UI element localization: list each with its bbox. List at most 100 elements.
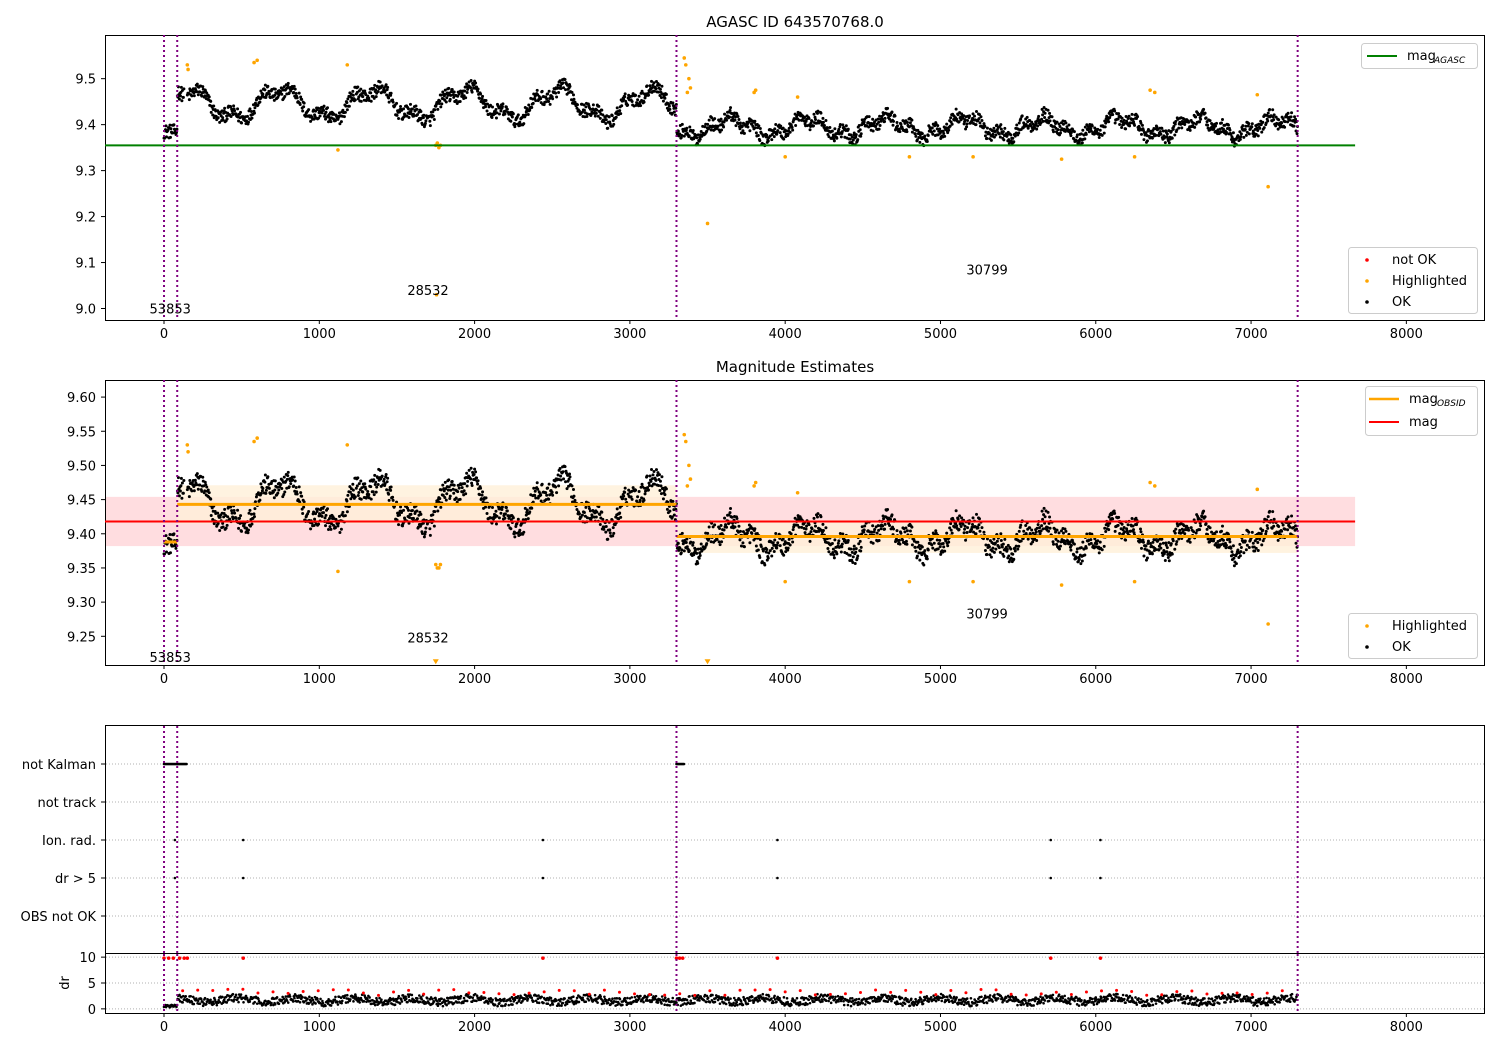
ok-point [939, 553, 942, 556]
ok-point [992, 127, 995, 130]
ok-point [551, 494, 554, 497]
ok-point [646, 475, 649, 478]
ok-point [966, 526, 969, 529]
ok-point [346, 494, 349, 497]
ok-point [1139, 530, 1142, 533]
ok-point [1253, 550, 1256, 553]
ok-point [993, 551, 996, 554]
ok-point [849, 554, 852, 557]
ok-point [1113, 109, 1116, 112]
ok-point [1260, 131, 1263, 134]
ok-point [725, 119, 728, 122]
ok-point [854, 551, 857, 554]
ok-point [649, 474, 652, 477]
highlighted-point [783, 155, 787, 159]
ok-point [433, 118, 436, 121]
flag-point [1049, 877, 1052, 880]
ok-point [319, 115, 322, 118]
ok-point [491, 506, 494, 509]
ok-point [985, 553, 988, 556]
ok-point [737, 118, 740, 121]
ok-point [449, 495, 452, 498]
ok-point [341, 511, 344, 514]
ok-point [618, 511, 621, 514]
ok-point [853, 545, 856, 548]
ok-point [464, 96, 467, 99]
ok-point [1261, 529, 1264, 532]
ok-point [1041, 518, 1044, 521]
ok-point [578, 512, 581, 515]
ok-point [898, 130, 901, 133]
ok-point [584, 105, 587, 108]
flag-row-label: dr > 5 [55, 872, 96, 887]
ok-point [498, 516, 501, 519]
ok-point [666, 508, 669, 511]
highlighted-point [1266, 622, 1270, 626]
ok-point [1151, 552, 1154, 555]
ok-point [746, 126, 749, 129]
ok-point [955, 524, 958, 527]
ok-point [423, 535, 426, 538]
ok-point [266, 85, 269, 88]
ok-point [303, 102, 306, 105]
highlighted-point [186, 68, 190, 72]
ok-point [605, 525, 608, 528]
ok-point [1248, 546, 1251, 549]
dr-point [181, 1001, 184, 1004]
ok-point [424, 527, 427, 530]
x-tick-label: 0 [160, 327, 168, 342]
ok-point [975, 513, 978, 516]
ok-point [876, 532, 879, 535]
dr-point [237, 1001, 240, 1004]
dr-point [235, 994, 238, 997]
ok-point [910, 526, 913, 529]
ok-point [636, 495, 639, 498]
ok-point [945, 123, 948, 126]
ok-point [296, 492, 299, 495]
ok-point [338, 531, 341, 534]
ok-point [1222, 539, 1225, 542]
ok-point [1080, 546, 1083, 549]
ok-point [1267, 112, 1270, 115]
highlighted-point [754, 481, 758, 485]
ok-point [899, 532, 902, 535]
ok-point [348, 105, 351, 108]
ok-point [409, 513, 412, 516]
ok-point [769, 549, 772, 552]
legend-sub-obsid: OBSID [1437, 399, 1466, 409]
y-tick-label: 9.3 [75, 165, 96, 180]
dr-point [232, 993, 235, 996]
ok-point [680, 551, 683, 554]
flag-point [1049, 839, 1052, 842]
ok-point [1266, 119, 1269, 122]
ok-point [226, 117, 229, 120]
ok-point [1101, 134, 1104, 137]
ok-point [1057, 531, 1060, 534]
ok-point [512, 112, 515, 115]
ok-point [541, 90, 544, 93]
magnitude-panel-title: Magnitude Estimates [716, 358, 874, 376]
ok-point [845, 124, 848, 127]
ok-point [1048, 515, 1051, 518]
ok-point [695, 136, 698, 139]
ok-point [972, 516, 975, 519]
ok-point [984, 134, 987, 137]
x-tick-label: 5000 [924, 672, 957, 687]
obsid-label: 28532 [407, 632, 448, 647]
legend-marker-highlighted-2 [1365, 624, 1369, 628]
y-tick-label: 9.4 [75, 119, 96, 134]
ok-point [909, 530, 912, 533]
ok-point [1235, 562, 1238, 565]
ok-point [182, 87, 185, 90]
ok-point [532, 102, 535, 105]
ok-point [548, 483, 551, 486]
ok-point [729, 511, 732, 514]
ok-point [1064, 542, 1067, 545]
ok-point [916, 555, 919, 558]
dr-point [274, 1003, 277, 1006]
ok-point [663, 493, 666, 496]
obsid-label: 30799 [966, 608, 1007, 623]
ok-point [274, 479, 277, 482]
ok-point [1193, 126, 1196, 129]
ok-point [1043, 116, 1046, 119]
